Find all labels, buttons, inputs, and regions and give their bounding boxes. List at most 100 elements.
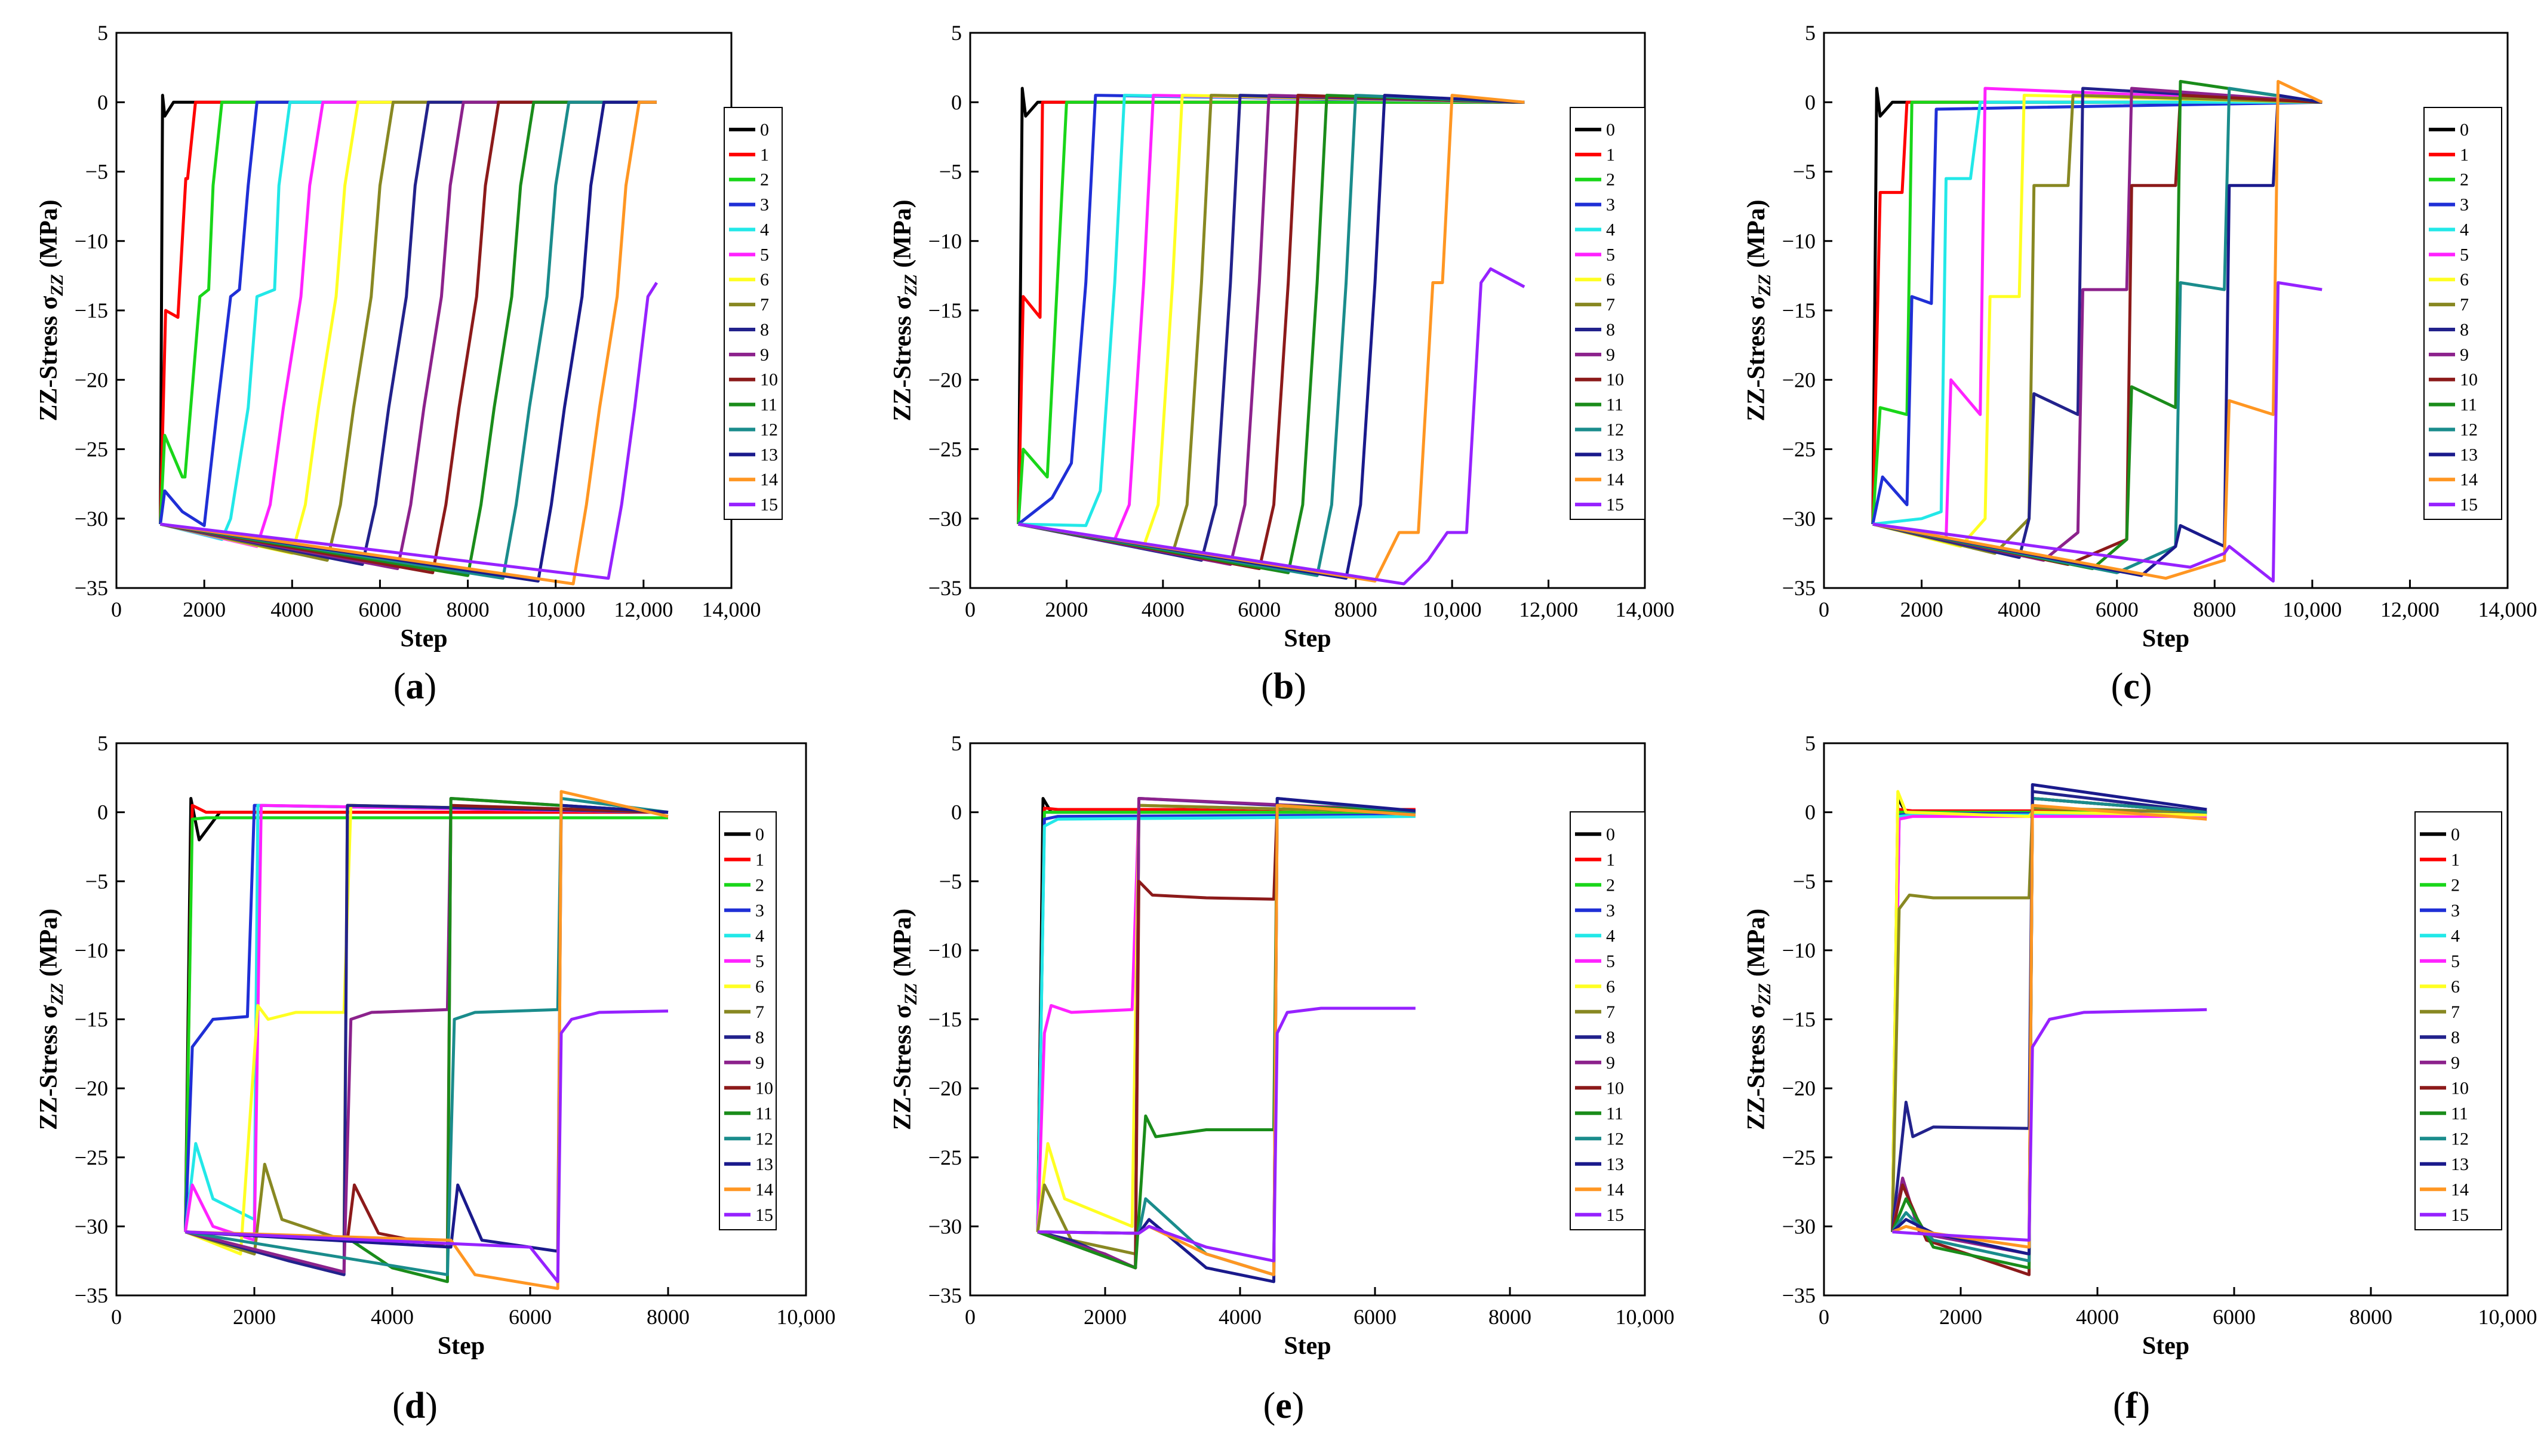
- chart-f-series-3-line: [1891, 812, 2207, 1232]
- chart-e-ytick-label: −30: [928, 1214, 962, 1238]
- chart-c-series: [1871, 79, 2323, 583]
- chart-d-xtick-label: 6000: [509, 1305, 552, 1329]
- chart-a-ytick-label: −30: [75, 507, 108, 531]
- chart-e-series-1-line: [1036, 807, 1416, 1232]
- chart-f-legend-label: 1: [2451, 850, 2460, 870]
- chart-e-xlabel: Step: [1284, 1332, 1331, 1360]
- chart-e-ytick-label: 0: [951, 801, 962, 824]
- chart-c-ytick-label: −20: [1782, 368, 1816, 392]
- chart-c-ytick-label: 5: [1805, 21, 1816, 45]
- chart-c-ytick-label: −10: [1782, 229, 1816, 253]
- chart-b-series-2-line: [1017, 100, 1525, 525]
- chart-d-legend-label: 12: [755, 1129, 773, 1149]
- chart-c-xtick-label: 8000: [2193, 598, 2236, 621]
- chart-c-legend-label: 10: [2460, 370, 2478, 390]
- chart-a-legend-label: 4: [760, 220, 769, 239]
- chart-a-frame: [115, 32, 733, 589]
- chart-d-legend-label: 6: [755, 977, 764, 996]
- chart-e-legend-label: 10: [1606, 1078, 1624, 1098]
- chart-f-legend-label: 15: [2451, 1205, 2469, 1225]
- chart-b-legend-label: 5: [1606, 245, 1615, 264]
- chart-b-series-15-line: [1018, 267, 1525, 586]
- chart-f-legend-label: 6: [2451, 977, 2460, 996]
- chart-a-legend-label: 0: [760, 120, 769, 140]
- chart-a-legend-label: 9: [760, 345, 769, 365]
- chart-e-legend-label: 5: [1606, 952, 1615, 971]
- chart-c-xtick-label: 12,000: [2380, 598, 2440, 621]
- chart-e-ytick-label: −35: [928, 1283, 962, 1307]
- chart-a-ytick-label: −5: [85, 160, 108, 184]
- chart-d-series-14-line: [185, 790, 669, 1290]
- chart-d: 0 2000 4000 6000 8000 10,000 −35 −30 −25 −20 −15 −1…: [35, 731, 836, 1426]
- chart-f-xtick-label: 6000: [2213, 1305, 2256, 1329]
- chart-f-frame: [1823, 742, 2509, 1297]
- chart-e-ytick-label: 5: [951, 731, 962, 755]
- chart-c-legend-label: 12: [2460, 420, 2478, 439]
- chart-f-legend-label: 12: [2451, 1129, 2469, 1149]
- chart-a-series-12-line: [160, 100, 657, 580]
- chart-b-legend-label: 4: [1606, 220, 1615, 239]
- chart-a-ytick-label: −25: [75, 438, 108, 461]
- chart-c-xtick-label: 14,000: [2478, 598, 2537, 621]
- chart-c-legend-label: 4: [2460, 220, 2469, 239]
- chart-f-ytick-label: −35: [1782, 1283, 1816, 1307]
- chart-a-series-2-line: [159, 100, 657, 525]
- chart-f-legend-label: 5: [2451, 952, 2460, 971]
- chart-f-ytick-label: −30: [1782, 1214, 1816, 1238]
- chart-b-ytick-label: −25: [928, 438, 962, 461]
- chart-c-legend-label: 0: [2460, 120, 2469, 140]
- chart-b-legend-label: 9: [1606, 345, 1615, 365]
- chart-c-series-1-line: [1871, 100, 2323, 525]
- chart-c-ytick-label: −35: [1782, 576, 1816, 600]
- chart-a-xtick-label: 6000: [358, 598, 401, 621]
- chart-a-legend-label: 14: [760, 470, 778, 490]
- chart-f-series-13-line: [1891, 783, 2207, 1256]
- chart-f-series-11-line: [1891, 797, 2207, 1270]
- chart-c-legend-label: 8: [2460, 320, 2469, 340]
- chart-c-legend-label: 3: [2460, 195, 2469, 215]
- chart-c-series-14-line: [1872, 79, 2323, 580]
- chart-b-legend-label: 2: [1606, 170, 1615, 190]
- chart-d-legend-label: 5: [755, 952, 764, 971]
- chart-f-series-9-line: [1891, 797, 2207, 1256]
- chart-e: 0 2000 4000 6000 8000 10,000 −35 −30 −25 −20 −15 −1…: [889, 731, 1675, 1426]
- chart-d-xtick-label: 2000: [233, 1305, 276, 1329]
- chart-b-xlabel: Step: [1284, 625, 1331, 652]
- chart-f-ytick-label: 5: [1805, 731, 1816, 755]
- chart-a-series-15-line: [160, 282, 659, 580]
- chart-e-xtick-label: 10,000: [1616, 1305, 1675, 1329]
- chart-f-xtick-label: 8000: [2349, 1305, 2392, 1329]
- chart-b-xtick-label: 8000: [1334, 598, 1377, 621]
- chart-e-legend-label: 13: [1606, 1155, 1624, 1174]
- chart-a-ytick-label: −10: [75, 229, 108, 253]
- chart-a-legend-label: 11: [760, 395, 777, 415]
- chart-d-series-2-line: [184, 816, 668, 1232]
- chart-b-ytick-label: 0: [951, 90, 962, 114]
- chart-c-series-12-line: [1872, 87, 2323, 574]
- chart-b-series: [1017, 87, 1525, 586]
- chart-e-caption: (e): [1263, 1386, 1305, 1426]
- chart-c-caption: (c): [2111, 666, 2152, 707]
- chart-d-ytick-label: −10: [75, 938, 108, 962]
- chart-e-legend-label: 4: [1606, 926, 1615, 946]
- chart-b-legend-label: 10: [1606, 370, 1624, 390]
- chart-d-ytick-label: −35: [75, 1283, 108, 1307]
- chart-e-legend-label: 6: [1606, 977, 1615, 996]
- chart-a-legend-box: [724, 107, 783, 520]
- chart-f-series-10-line: [1891, 797, 2207, 1276]
- chart-b-frame: [969, 32, 1646, 589]
- chart-b-ytick-label: −30: [928, 507, 962, 531]
- chart-c-xtick-label: 2000: [1900, 598, 1943, 621]
- chart-d-ytick-label: −20: [75, 1076, 108, 1100]
- chart-e-legend-label: 12: [1606, 1129, 1624, 1149]
- chart-d-ytick-label: −15: [75, 1008, 108, 1032]
- chart-f: 0 2000 4000 6000 8000 10,000 −35 −30 −25 −20 −15 −1…: [1743, 731, 2537, 1426]
- chart-e-legend-label: 15: [1606, 1205, 1624, 1225]
- chart-d-xtick-label: 10,000: [777, 1305, 836, 1329]
- chart-c-legend-label: 9: [2460, 345, 2469, 365]
- chart-b-ytick-label: 5: [951, 21, 962, 45]
- chart-a-legend-label: 8: [760, 320, 769, 340]
- chart-b-ytick-label: −10: [928, 229, 962, 253]
- chart-e-series-12-line: [1037, 797, 1416, 1276]
